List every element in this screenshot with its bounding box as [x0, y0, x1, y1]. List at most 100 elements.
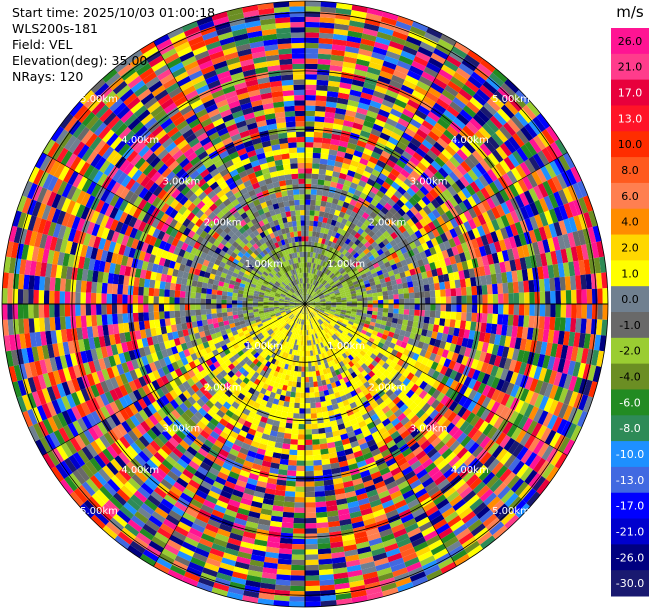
velocity-cell [182, 436, 194, 447]
velocity-cell [230, 494, 242, 503]
velocity-cell [350, 313, 357, 318]
velocity-cell [372, 123, 384, 133]
velocity-cell [562, 187, 574, 203]
velocity-cell [271, 325, 277, 331]
velocity-cell [453, 553, 470, 567]
velocity-cell [417, 492, 431, 504]
velocity-cell [398, 293, 405, 300]
velocity-cell [545, 304, 551, 317]
velocity-cell [336, 356, 342, 363]
velocity-cell [146, 428, 158, 441]
velocity-cell [160, 395, 170, 406]
velocity-cell [321, 406, 328, 413]
velocity-cell [39, 436, 52, 453]
velocity-cell [427, 323, 434, 332]
velocity-cell [330, 398, 338, 405]
velocity-cell [404, 298, 410, 304]
velocity-cell [308, 236, 313, 242]
velocity-cell [436, 267, 443, 276]
velocity-cell [277, 426, 286, 433]
velocity-cell [418, 143, 430, 154]
velocity-cell [353, 68, 368, 77]
velocity-cell [402, 407, 413, 417]
velocity-cell [378, 572, 394, 582]
velocity-cell [324, 111, 336, 119]
velocity-cell [161, 333, 169, 342]
velocity-cell [110, 413, 121, 427]
velocity-cell [388, 294, 394, 300]
velocity-cell [489, 333, 496, 345]
velocity-cell [323, 334, 328, 341]
velocity-cell [305, 79, 317, 85]
velocity-cell [351, 258, 358, 265]
velocity-cell [418, 236, 426, 245]
velocity-cell [22, 410, 33, 428]
velocity-cell [315, 315, 320, 320]
velocity-cell [305, 408, 311, 414]
velocity-cell [448, 425, 460, 437]
velocity-cell [170, 370, 179, 380]
velocity-cell [305, 105, 316, 111]
velocity-cell [557, 403, 569, 419]
velocity-cell [375, 319, 382, 325]
velocity-cell [321, 347, 327, 353]
velocity-cell [384, 261, 391, 268]
velocity-cell [290, 391, 296, 398]
velocity-cell [548, 399, 559, 415]
velocity-cell [357, 366, 365, 373]
velocity-cell [234, 421, 244, 430]
velocity-cell [464, 438, 476, 451]
velocity-cell [381, 499, 395, 509]
velocity-cell [394, 65, 410, 75]
velocity-cell [440, 561, 457, 574]
velocity-cell [401, 466, 414, 476]
velocity-cell [255, 360, 262, 368]
velocity-cell [410, 375, 419, 384]
velocity-cell [226, 591, 244, 601]
velocity-cell [289, 449, 298, 456]
velocity-cell [144, 478, 158, 491]
velocity-cell [311, 423, 319, 430]
velocity-cell [471, 150, 484, 163]
velocity-cell [227, 537, 242, 547]
velocity-cell [538, 197, 549, 213]
velocity-cell [494, 334, 502, 346]
velocity-cell [116, 363, 125, 376]
velocity-cell [312, 152, 321, 159]
velocity-cell [514, 258, 522, 271]
velocity-cell [416, 355, 425, 364]
velocity-cell [305, 382, 310, 388]
velocity-cell [363, 147, 373, 157]
velocity-cell [373, 194, 382, 203]
velocity-cell [409, 442, 421, 452]
velocity-cell [250, 554, 265, 562]
velocity-cell [197, 485, 211, 495]
velocity-cell [407, 141, 419, 152]
velocity-cell [305, 262, 308, 268]
velocity-cell [305, 236, 309, 242]
velocity-cell [483, 264, 491, 276]
velocity-cell [418, 285, 425, 292]
velocity-cell [128, 391, 138, 404]
velocity-cell [280, 311, 286, 315]
velocity-cell [355, 487, 367, 496]
velocity-cell [105, 378, 115, 392]
velocity-cell [259, 369, 266, 377]
velocity-cell [434, 171, 445, 182]
velocity-cell [333, 277, 339, 283]
velocity-cell [317, 543, 331, 550]
velocity-cell [276, 431, 285, 439]
velocity-cell [309, 284, 313, 290]
velocity-cell [528, 364, 538, 379]
velocity-cell [268, 362, 275, 370]
velocity-cell [486, 426, 498, 440]
velocity-cell [135, 423, 147, 436]
velocity-cell [595, 272, 603, 289]
velocity-cell [458, 395, 468, 407]
velocity-cell [388, 154, 399, 164]
velocity-cell [495, 432, 507, 446]
velocity-cell [419, 304, 426, 311]
velocity-cell [430, 82, 445, 94]
velocity-cell [261, 329, 267, 335]
velocity-cell [64, 354, 73, 368]
